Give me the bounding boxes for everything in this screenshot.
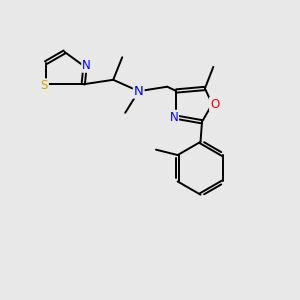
Text: N: N (169, 111, 178, 124)
Text: N: N (134, 85, 144, 98)
Text: O: O (210, 98, 219, 111)
Text: N: N (82, 59, 91, 72)
Text: S: S (40, 79, 48, 92)
